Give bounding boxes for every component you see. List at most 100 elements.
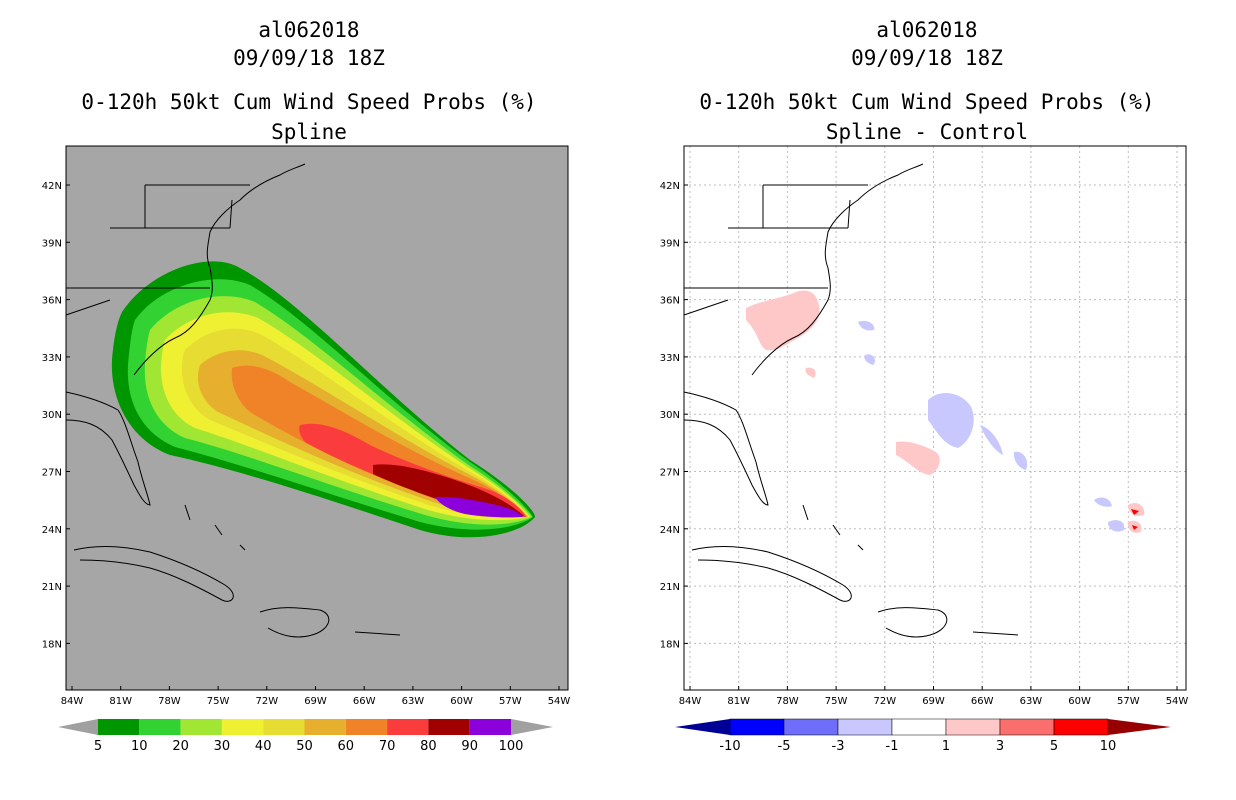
lat-label: 30N	[42, 410, 62, 421]
colorbar-box	[837, 718, 893, 736]
colorbar-label: 90	[461, 739, 478, 754]
colorbar-box	[891, 718, 947, 736]
datetime-title: 09/09/18 18Z	[851, 46, 1003, 70]
colorbar-label: 40	[255, 739, 272, 754]
lat-label: 24N	[660, 525, 680, 536]
colorbar-label: 30	[214, 739, 231, 754]
lon-label: 57W	[499, 696, 522, 705]
lat-label: 21N	[42, 582, 62, 593]
colorbar-box	[304, 719, 346, 735]
coastlines	[683, 163, 1019, 638]
colorbar-box	[999, 718, 1055, 736]
lat-label: 39N	[660, 238, 680, 249]
lon-label: 57W	[1117, 696, 1140, 705]
left-map-panel: al062018 09/09/18 18Z 0-120h 50kt Cum Wi…	[42, 18, 571, 754]
colorbar-label: 80	[420, 739, 437, 754]
lon-label: 69W	[304, 696, 327, 705]
model-subtitle: Spline - Control	[825, 120, 1029, 144]
colorbar-box	[428, 719, 470, 735]
lon-label: 75W	[207, 696, 230, 705]
lon-label: 78W	[158, 696, 181, 705]
colorbar-label: 5	[1050, 739, 1058, 754]
colorbar-right-end	[511, 719, 553, 735]
lon-label: 72W	[873, 696, 896, 705]
colorbar-label: 70	[379, 739, 396, 754]
colorbar: 5 10 20 30 40 50 60 70 80 90 100	[58, 719, 553, 754]
colorbar-label: 50	[296, 739, 313, 754]
lat-label: 42N	[42, 181, 62, 192]
difference-shading	[746, 290, 1145, 533]
colorbar-box	[783, 718, 839, 736]
colorbar-box	[263, 719, 305, 735]
colorbar-right-end	[1108, 719, 1171, 735]
lon-label: 81W	[109, 696, 132, 705]
colorbar-box	[139, 719, 181, 735]
lat-label: 30N	[660, 410, 680, 421]
lat-label: 24N	[42, 525, 62, 536]
lon-label: 63W	[402, 696, 425, 705]
lon-label: 75W	[825, 696, 848, 705]
right-map-panel: al062018 09/09/18 18Z 0-120h 50kt Cum Wi…	[618, 0, 1236, 800]
lon-label: 84W	[679, 696, 702, 705]
lat-label: 39N	[42, 238, 62, 249]
datetime-title: 09/09/18 18Z	[233, 46, 385, 70]
lon-label: 66W	[971, 696, 994, 705]
colorbar-left-end	[58, 719, 98, 735]
lon-label: 60W	[1068, 696, 1091, 705]
colorbar-label: 5	[94, 739, 102, 754]
colorbar-box	[469, 719, 511, 735]
lon-label: 81W	[727, 696, 750, 705]
colorbar-box	[945, 718, 1001, 736]
colorbar-left-end	[675, 719, 730, 735]
lon-label: 78W	[776, 696, 799, 705]
product-title: 0-120h 50kt Cum Wind Speed Probs (%)	[81, 90, 537, 114]
lon-label: 54W	[548, 696, 571, 705]
colorbar: -10 -5 -3 -1 1 3 5 10	[675, 718, 1171, 754]
colorbar-label: -5	[778, 739, 791, 754]
coastlines	[65, 163, 401, 638]
lon-label: 66W	[353, 696, 376, 705]
colorbar-label: -1	[886, 739, 899, 754]
colorbar-box	[387, 719, 429, 735]
lon-label: 72W	[255, 696, 278, 705]
colorbar-label: 20	[172, 739, 189, 754]
colorbar-box	[345, 719, 388, 735]
colorbar-label: 1	[942, 739, 950, 754]
lat-label: 33N	[42, 353, 62, 364]
product-title: 0-120h 50kt Cum Wind Speed Probs (%)	[699, 90, 1155, 114]
lon-label: 54W	[1166, 696, 1189, 705]
lat-label: 27N	[42, 468, 62, 479]
lat-label: 36N	[660, 296, 680, 307]
colorbar-label: -3	[832, 739, 845, 754]
storm-id-title: al062018	[876, 18, 978, 42]
lat-label: 18N	[660, 639, 680, 650]
colorbar-box	[729, 718, 785, 736]
lat-label: 36N	[42, 296, 62, 307]
colorbar-label: 10	[131, 739, 148, 754]
lon-label: 60W	[450, 696, 473, 705]
colorbar-box	[221, 719, 264, 735]
map-frame	[65, 145, 569, 691]
colorbar-box	[98, 719, 140, 735]
lon-label: 63W	[1020, 696, 1043, 705]
difference-map: 42N 39N 36N 33N 30N 27N 24N 21N 18N 84W 81W 78W 75W…	[660, 145, 1189, 705]
lat-label: 18N	[42, 639, 62, 650]
colorbar-label: 10	[1100, 739, 1117, 754]
probability-swath	[111, 261, 535, 538]
colorbar-label: 3	[996, 739, 1004, 754]
colorbar-box	[180, 719, 222, 735]
lat-label: 42N	[660, 181, 680, 192]
map-frame	[683, 145, 1187, 691]
lat-label: 33N	[660, 353, 680, 364]
probability-map: 42N 39N 36N 33N 30N 27N 24N 21N 18N 84W 81W 78W 75W…	[42, 145, 571, 705]
lon-label: 84W	[61, 696, 84, 705]
model-subtitle: Spline	[271, 120, 347, 144]
lon-label: 69W	[922, 696, 945, 705]
storm-id-title: al062018	[258, 18, 360, 42]
colorbar-label: 100	[499, 739, 524, 754]
colorbar-box	[1053, 718, 1109, 736]
lat-label: 27N	[660, 468, 680, 479]
colorbar-label: -10	[719, 739, 740, 754]
colorbar-label: 60	[338, 739, 355, 754]
lat-label: 21N	[660, 582, 680, 593]
